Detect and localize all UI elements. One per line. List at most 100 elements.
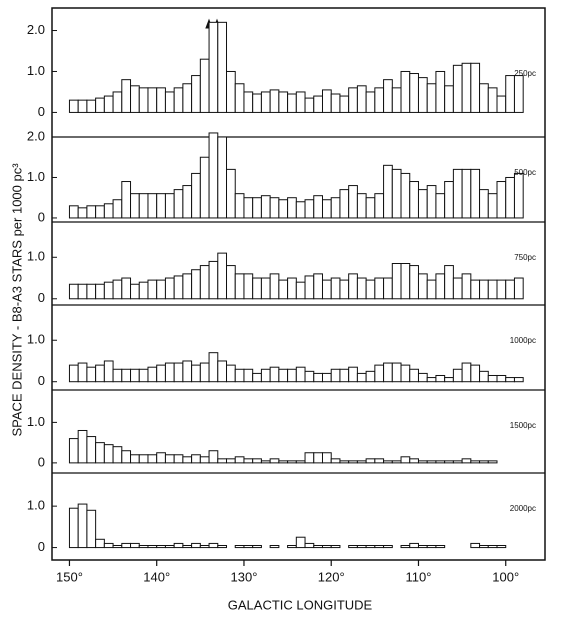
panel-label: 250pc bbox=[514, 69, 536, 78]
bar bbox=[435, 460, 446, 464]
y-tick-label: 0 bbox=[38, 104, 45, 119]
frame bbox=[51, 7, 546, 561]
bar bbox=[417, 273, 428, 300]
bar bbox=[226, 265, 236, 300]
bar bbox=[243, 458, 254, 464]
bar bbox=[112, 446, 123, 464]
bar bbox=[513, 75, 524, 113]
bar bbox=[417, 372, 428, 383]
bar bbox=[374, 364, 385, 383]
bar bbox=[383, 277, 393, 300]
bar bbox=[199, 156, 210, 219]
bar bbox=[330, 545, 341, 549]
bar bbox=[260, 195, 271, 219]
bar bbox=[321, 372, 332, 383]
bar bbox=[417, 545, 428, 549]
bar bbox=[426, 279, 437, 300]
bar bbox=[304, 199, 315, 219]
bar bbox=[435, 70, 446, 113]
bar bbox=[278, 460, 289, 464]
bar bbox=[487, 193, 498, 219]
panel-label: 2000pc bbox=[510, 504, 536, 513]
bar bbox=[479, 460, 489, 464]
bar bbox=[400, 263, 411, 300]
x-tick-label: 140° bbox=[143, 569, 170, 584]
bar bbox=[409, 265, 419, 300]
bar bbox=[470, 168, 481, 219]
bar bbox=[313, 273, 323, 300]
bar bbox=[452, 277, 463, 300]
bar bbox=[374, 87, 385, 113]
x-tick-label: 110° bbox=[406, 569, 432, 584]
bar bbox=[68, 283, 79, 300]
bar bbox=[103, 542, 114, 549]
bar bbox=[426, 185, 437, 219]
bar bbox=[173, 542, 184, 549]
bar bbox=[278, 368, 289, 383]
bar bbox=[130, 193, 140, 219]
bar bbox=[243, 545, 254, 549]
bar bbox=[295, 366, 306, 383]
y-tick-label: 0 bbox=[38, 454, 45, 469]
bar bbox=[383, 545, 393, 549]
bar bbox=[409, 181, 419, 219]
y-tick-label: 0 bbox=[38, 539, 45, 554]
bar bbox=[496, 279, 507, 300]
bar bbox=[313, 545, 323, 549]
panel-label: 1500pc bbox=[510, 421, 536, 430]
bar bbox=[243, 273, 254, 300]
bar bbox=[295, 91, 306, 113]
bar bbox=[444, 377, 454, 383]
bar bbox=[234, 368, 245, 383]
bar bbox=[77, 362, 88, 383]
bar bbox=[400, 70, 411, 113]
bar bbox=[391, 263, 402, 300]
bar bbox=[138, 454, 149, 464]
bar bbox=[452, 460, 463, 464]
bar bbox=[348, 366, 358, 383]
bar bbox=[321, 279, 332, 300]
bar bbox=[77, 207, 88, 219]
x-tick-label: 120° bbox=[318, 569, 345, 584]
bar bbox=[339, 189, 350, 219]
bar bbox=[121, 368, 132, 383]
bar bbox=[470, 279, 481, 300]
bar bbox=[496, 181, 507, 219]
bar bbox=[68, 507, 79, 549]
bar bbox=[164, 454, 175, 464]
bar bbox=[295, 460, 306, 464]
bar bbox=[426, 83, 437, 113]
bar bbox=[330, 197, 341, 219]
bar bbox=[191, 172, 201, 219]
bar bbox=[199, 58, 210, 113]
bar bbox=[121, 542, 132, 549]
bar bbox=[86, 366, 97, 383]
bar bbox=[156, 452, 166, 464]
bar bbox=[226, 70, 236, 113]
bar bbox=[260, 368, 271, 383]
bar bbox=[121, 277, 132, 300]
bar bbox=[95, 97, 105, 113]
bar bbox=[417, 189, 428, 219]
y-tick-label: 0 bbox=[38, 373, 45, 388]
bar bbox=[164, 362, 175, 383]
bar bbox=[287, 93, 297, 113]
x-tick-label: 150° bbox=[56, 569, 83, 584]
bar bbox=[479, 279, 489, 300]
y-tick-label: 1.0 bbox=[27, 63, 45, 78]
bar bbox=[112, 279, 123, 300]
bar bbox=[461, 62, 472, 113]
bar bbox=[295, 281, 306, 300]
bar bbox=[191, 269, 201, 300]
bar bbox=[374, 193, 385, 219]
bar bbox=[226, 168, 236, 219]
bar bbox=[77, 99, 88, 113]
bar bbox=[234, 456, 245, 464]
bar bbox=[243, 368, 254, 383]
bar bbox=[330, 277, 341, 300]
bar bbox=[348, 545, 358, 549]
bar bbox=[365, 458, 376, 464]
bar bbox=[68, 205, 79, 219]
bar bbox=[348, 460, 358, 464]
bar bbox=[356, 193, 367, 219]
